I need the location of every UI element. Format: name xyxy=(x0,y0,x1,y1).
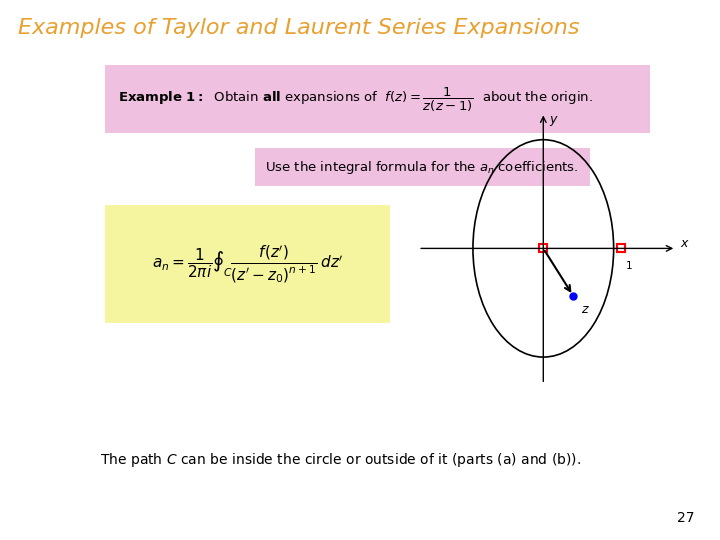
Text: $x$: $x$ xyxy=(680,238,690,251)
FancyBboxPatch shape xyxy=(105,205,390,323)
FancyBboxPatch shape xyxy=(255,148,590,186)
Text: 27: 27 xyxy=(678,511,695,525)
Text: $1$: $1$ xyxy=(626,259,633,271)
Text: Examples of Taylor and Laurent Series Expansions: Examples of Taylor and Laurent Series Ex… xyxy=(18,18,580,38)
Text: $y$: $y$ xyxy=(549,114,559,129)
Text: $a_n = \dfrac{1}{2\pi i} \oint_C \dfrac{f(z')}{(z'-z_0)^{n+1}}\, dz'$: $a_n = \dfrac{1}{2\pi i} \oint_C \dfrac{… xyxy=(152,243,343,285)
Text: $z$: $z$ xyxy=(581,303,590,316)
Text: Use the integral formula for the $a_n$ coefficients.: Use the integral formula for the $a_n$ c… xyxy=(265,159,579,176)
Text: The path $C$ can be inside the circle or outside of it (parts (a) and (b)).: The path $C$ can be inside the circle or… xyxy=(100,451,581,469)
Text: $\mathbf{Example\ 1:}$  Obtain $\mathbf{all}$ expansions of  $f(z) = \dfrac{1}{z: $\mathbf{Example\ 1:}$ Obtain $\mathbf{a… xyxy=(118,86,593,114)
FancyBboxPatch shape xyxy=(105,65,650,133)
